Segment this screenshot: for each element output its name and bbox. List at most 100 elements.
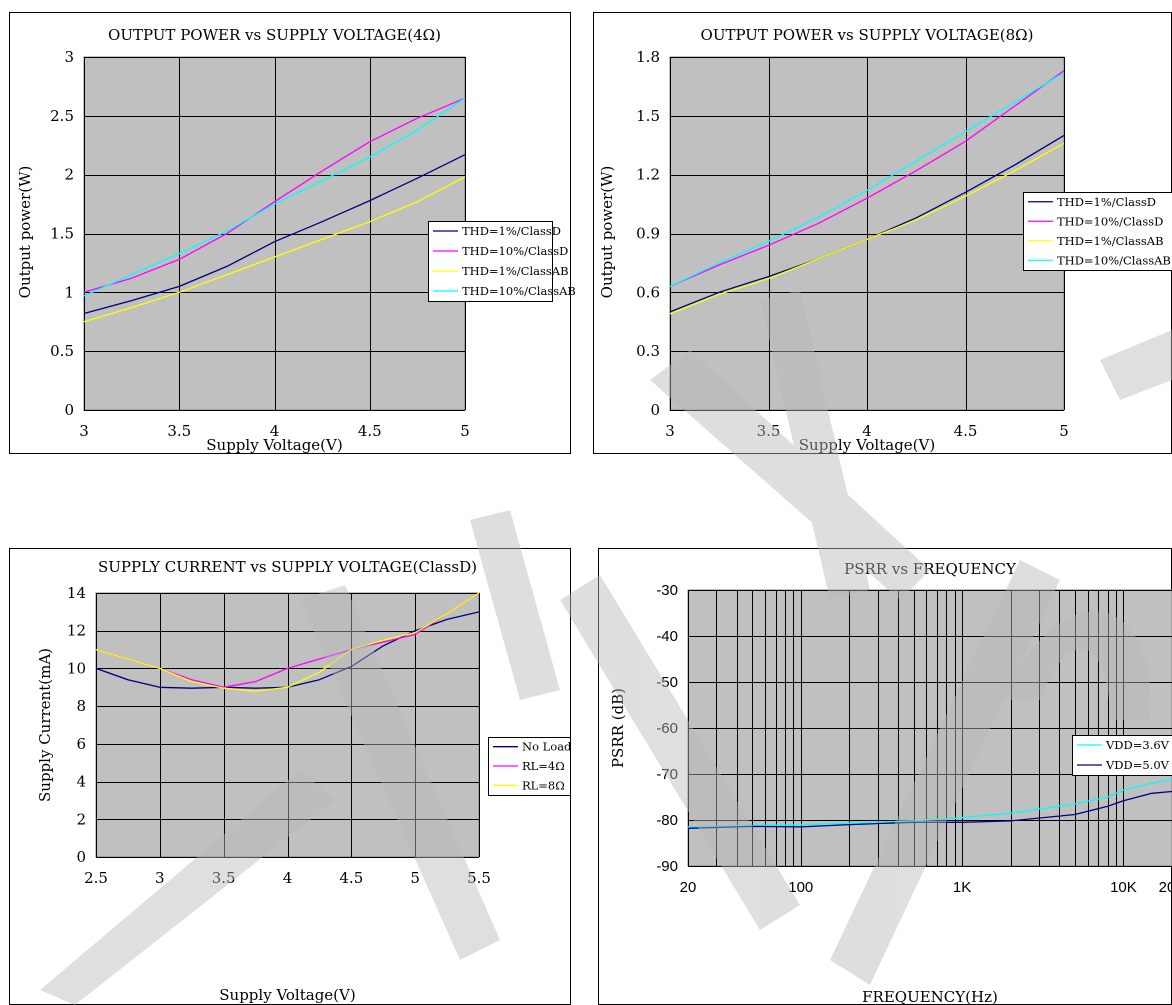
- y-tick-label: 0: [76, 848, 86, 866]
- x-tick-label: 100: [788, 879, 813, 896]
- x-tick-label: 3: [79, 422, 89, 440]
- x-tick-label: 4: [862, 422, 872, 440]
- y-tick-label: 1: [64, 283, 74, 301]
- chart-2: 0 0.3 0.6 0.9 1.2 1.5 1.8 3 3.5 4 4.5 5 OUTPUT POWER…: [593, 12, 1172, 454]
- grid-lines: [84, 57, 466, 411]
- x-tick-label: 3.5: [167, 422, 191, 440]
- y-tick-label: 4: [76, 773, 86, 791]
- legend-label: THD=1%/ClassAB: [462, 264, 569, 278]
- series-line: [669, 72, 1065, 287]
- series-line: [83, 97, 466, 293]
- series-line: [669, 142, 1065, 315]
- y-tick-label: 0: [650, 401, 660, 419]
- y-axis-label: Output power(W): [598, 166, 616, 299]
- series-line: [83, 176, 466, 323]
- y-tick-label: 1.2: [636, 166, 660, 184]
- y-tick-label: -30: [656, 582, 678, 599]
- y-tick-label: 12: [67, 622, 86, 640]
- series-line: [687, 778, 1172, 828]
- legend-label: No Load: [522, 740, 572, 754]
- x-axis-label: FREQUENCY(Hz): [862, 988, 998, 1005]
- watermark-stroke: [1100, 330, 1172, 400]
- series-line: [669, 70, 1065, 287]
- y-tick-label: 2.5: [50, 107, 74, 125]
- legend-box: [1023, 192, 1172, 271]
- watermark-stroke: [300, 585, 500, 960]
- x-tick-label: 5: [460, 422, 470, 440]
- y-tick-label: 1.5: [636, 107, 660, 125]
- y-axis-label: Supply Current(mA): [36, 648, 54, 802]
- x-axis-label: Supply Voltage(V): [206, 436, 342, 454]
- grid-lines: [670, 57, 1065, 411]
- x-tick-label: 3.5: [212, 869, 236, 887]
- y-axis-label: Output power(W): [16, 166, 34, 299]
- chart-3: 0 2 4 6 8 10 12 14 2.5 3 3.5 4 4.5 5 5.5 SUPPLY CURRENT…: [9, 548, 572, 1005]
- series-line: [95, 592, 480, 692]
- x-tick-label: 4.5: [358, 422, 382, 440]
- grid-lines: [688, 590, 1172, 867]
- series-line: [687, 790, 1172, 829]
- x-tick-label: 10K: [1110, 879, 1137, 896]
- x-tick-label: 20K: [1159, 879, 1172, 896]
- chart-4: -90 -80 -70 -60 -50 -40 -30 20 100 1K 10K 20K PSRR v…: [598, 548, 1172, 1005]
- x-tick-label: 4: [283, 869, 293, 887]
- watermark-stroke: [650, 350, 930, 600]
- legend-label: THD=10%/ClassAB: [462, 284, 576, 298]
- legend-label: THD=10%/ClassD: [462, 244, 568, 258]
- y-tick-label: 8: [76, 697, 86, 715]
- x-tick-label: 4.5: [339, 869, 363, 887]
- y-tick-label: -80: [656, 812, 678, 829]
- chart-title: PSRR vs FREQUENCY: [844, 560, 1017, 578]
- y-tick-label: 0.5: [50, 342, 74, 360]
- y-tick-label: 0.3: [636, 342, 660, 360]
- y-axis-label: PSRR (dB): [609, 688, 627, 768]
- x-tick-label: 3: [665, 422, 675, 440]
- x-tick-label: 3: [155, 869, 165, 887]
- chart-1: 0 0.5 1 1.5 2 2.5 3 3 3.5 4 4.5 5 OUTPUT POWER vs SU…: [9, 12, 576, 454]
- legend: No Load RL=4Ω RL=8Ω: [488, 737, 572, 796]
- legend: THD=1%/ClassD THD=10%/ClassD THD=1%/ClassA…: [428, 221, 576, 302]
- series-line: [83, 154, 466, 315]
- x-axis-label: Supply Voltage(V): [799, 436, 935, 454]
- y-tick-label: 1.5: [50, 225, 74, 243]
- legend-label: RL=8Ω: [522, 778, 565, 792]
- x-axis-label: Supply Voltage(V): [219, 986, 355, 1004]
- y-tick-label: -90: [656, 858, 678, 875]
- y-tick-label: 3: [64, 48, 74, 66]
- x-tick-label: 1K: [953, 879, 971, 896]
- y-tick-label: -60: [656, 720, 678, 737]
- y-tick-label: 10: [67, 659, 86, 677]
- watermark-stroke: [470, 510, 560, 700]
- x-tick-label: 20: [680, 879, 697, 896]
- x-tick-label: 4.5: [954, 422, 978, 440]
- x-tick-label: 2.5: [84, 869, 108, 887]
- legend-label: THD=10%/ClassD: [1057, 214, 1163, 228]
- y-tick-label: 0.9: [636, 225, 660, 243]
- legend-box: [1072, 735, 1172, 776]
- chart-title: SUPPLY CURRENT vs SUPPLY VOLTAGE(ClassD): [98, 558, 477, 576]
- x-tick-label: 5: [410, 869, 420, 887]
- legend-label: THD=10%/ClassAB: [1057, 253, 1171, 267]
- x-tick-label: 4: [270, 422, 280, 440]
- watermark-stroke: [760, 290, 870, 600]
- legend-label: THD=1%/ClassAB: [1057, 234, 1164, 248]
- legend-label: VDD=5.0V: [1105, 758, 1170, 772]
- x-tick-label: 3.5: [757, 422, 781, 440]
- chart-title: OUTPUT POWER vs SUPPLY VOLTAGE(4Ω): [108, 26, 441, 44]
- series-line: [83, 97, 466, 297]
- legend-box: [428, 221, 553, 302]
- legend-label: THD=1%/ClassD: [462, 224, 561, 238]
- chart-title: OUTPUT POWER vs SUPPLY VOLTAGE(8Ω): [701, 26, 1034, 44]
- watermark-stroke: [560, 575, 800, 930]
- watermark-stroke: [1000, 611, 1151, 720]
- y-tick-label: -50: [656, 674, 678, 691]
- y-tick-label: 2: [64, 166, 74, 184]
- y-tick-label: 0.6: [636, 283, 660, 301]
- watermark-stroke: [830, 560, 1060, 985]
- y-tick-label: -70: [656, 766, 678, 783]
- legend: VDD=3.6V VDD=5.0V: [1072, 735, 1172, 776]
- legend-label: VDD=3.6V: [1105, 738, 1170, 752]
- x-tick-label: 5: [1059, 422, 1069, 440]
- y-tick-label: 14: [67, 584, 86, 602]
